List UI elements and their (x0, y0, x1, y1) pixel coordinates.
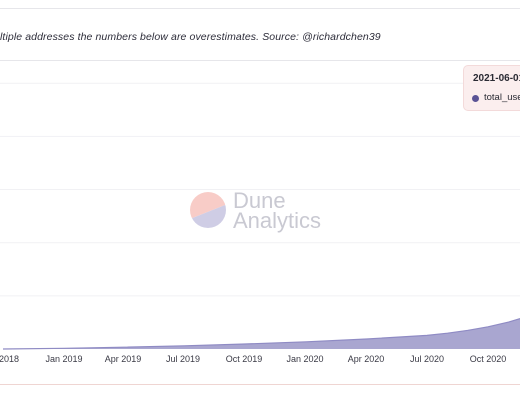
series-dot-icon (472, 95, 479, 102)
watermark-line2: Analytics (233, 208, 322, 233)
x-tick-label: Jan 2020 (286, 354, 323, 364)
bottom-divider (0, 384, 520, 385)
series-line-total-users (2, 317, 520, 350)
dune-logo-icon (190, 192, 226, 228)
card-divider (0, 60, 520, 61)
x-tick-label: 2018 (0, 354, 19, 364)
tooltip-series-label: total_use (484, 92, 520, 103)
x-axis-ticks: 2018 Jan 2019 Apr 2019 Jul 2019 Oct 2019 Jan … (0, 354, 506, 364)
chart-subtitle: ltiple addresses the numbers below are o… (0, 31, 381, 43)
top-divider (0, 8, 520, 9)
tooltip-date: 2021-06-01 (473, 73, 520, 84)
hover-tooltip: 2021-06-01 total_use (464, 66, 520, 110)
x-tick-label: Apr 2019 (105, 354, 142, 364)
watermark-line1: Dune (233, 188, 286, 213)
x-tick-label: Jul 2019 (166, 354, 200, 364)
x-tick-label: Jul 2020 (410, 354, 444, 364)
x-tick-label: Apr 2020 (348, 354, 385, 364)
x-tick-label: Jan 2019 (45, 354, 82, 364)
dune-analytics-watermark: Dune Analytics (190, 188, 340, 240)
x-tick-label: Oct 2019 (226, 354, 263, 364)
series-area-total-users (3, 318, 520, 349)
gridlines (0, 82, 520, 297)
x-tick-label: Oct 2020 (470, 354, 507, 364)
